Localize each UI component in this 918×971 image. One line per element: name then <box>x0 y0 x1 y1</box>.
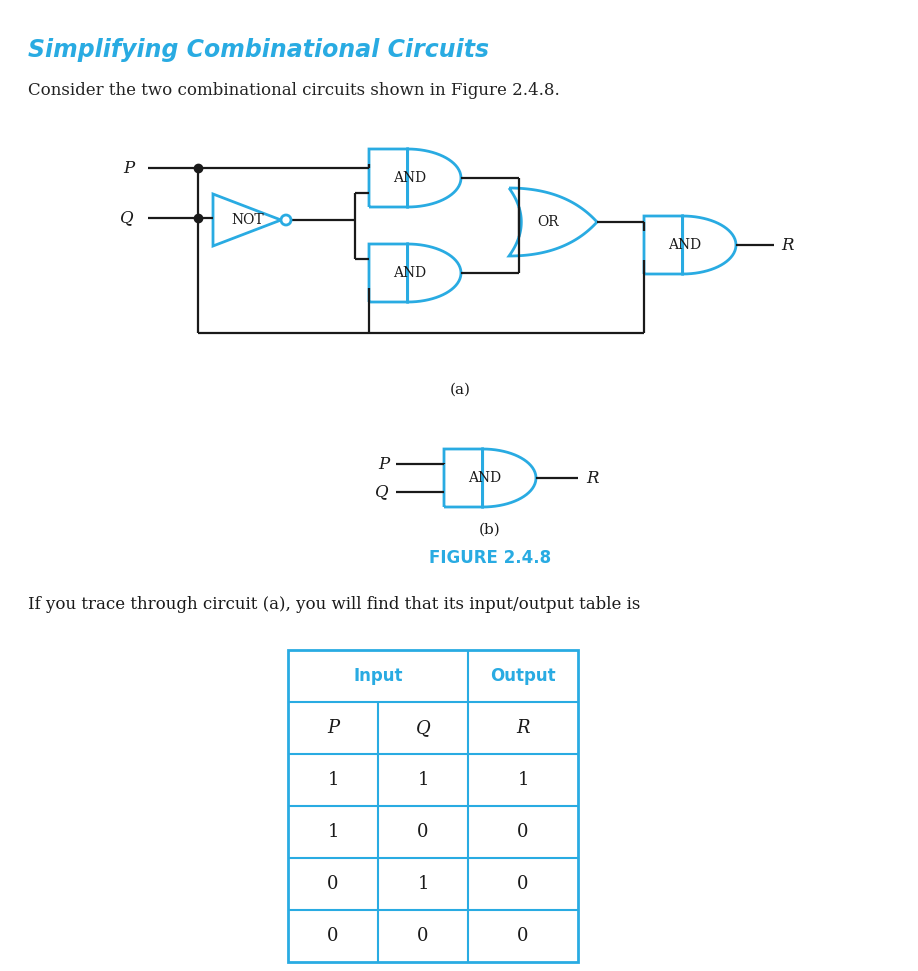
Text: 1: 1 <box>517 771 529 789</box>
Text: OR: OR <box>537 215 559 229</box>
Text: AND: AND <box>668 238 701 252</box>
Bar <box>288 650 578 962</box>
Text: Q: Q <box>375 484 389 500</box>
PathPatch shape <box>444 449 536 507</box>
Text: P: P <box>327 719 339 737</box>
Text: AND: AND <box>468 471 501 485</box>
PathPatch shape <box>369 149 461 207</box>
Text: R: R <box>516 719 530 737</box>
Text: AND: AND <box>394 266 427 280</box>
Text: Q: Q <box>120 210 134 226</box>
Text: 1: 1 <box>327 771 339 789</box>
Text: Output: Output <box>490 667 555 685</box>
Text: P: P <box>123 159 134 177</box>
Text: (a): (a) <box>450 383 471 397</box>
Text: 0: 0 <box>517 875 529 893</box>
Text: R: R <box>781 237 793 253</box>
Text: Consider the two combinational circuits shown in Figure 2.4.8.: Consider the two combinational circuits … <box>28 82 560 99</box>
Text: Q: Q <box>416 719 431 737</box>
Text: R: R <box>586 470 599 486</box>
Text: Simplifying Combinational Circuits: Simplifying Combinational Circuits <box>28 38 489 62</box>
Text: Input: Input <box>353 667 403 685</box>
PathPatch shape <box>509 188 597 256</box>
Text: 0: 0 <box>517 927 529 945</box>
Text: NOT: NOT <box>231 213 264 227</box>
Text: 0: 0 <box>327 927 339 945</box>
Text: 0: 0 <box>418 823 429 841</box>
PathPatch shape <box>369 244 461 302</box>
Text: 0: 0 <box>517 823 529 841</box>
Text: 1: 1 <box>418 875 429 893</box>
Text: If you trace through circuit (a), you will find that its input/output table is: If you trace through circuit (a), you wi… <box>28 596 641 613</box>
Text: AND: AND <box>394 171 427 185</box>
Text: 0: 0 <box>327 875 339 893</box>
PathPatch shape <box>644 216 736 274</box>
Circle shape <box>281 215 291 225</box>
Text: (b): (b) <box>479 523 501 537</box>
Text: 1: 1 <box>327 823 339 841</box>
Text: P: P <box>378 455 389 473</box>
Text: 0: 0 <box>418 927 429 945</box>
Text: 1: 1 <box>418 771 429 789</box>
Text: FIGURE 2.4.8: FIGURE 2.4.8 <box>429 549 551 567</box>
